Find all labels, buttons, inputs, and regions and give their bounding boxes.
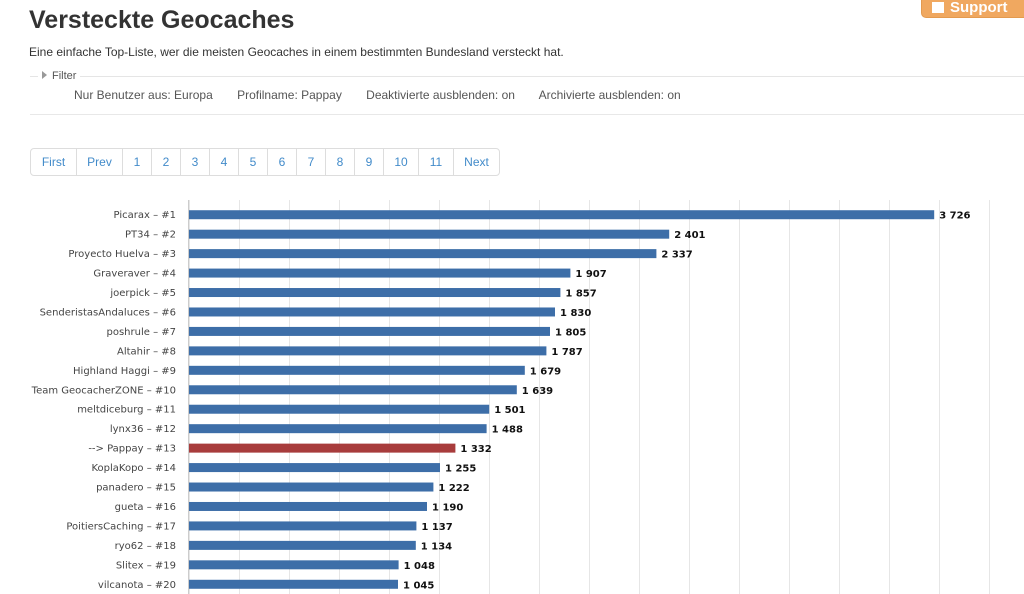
page-7[interactable]: 7 xyxy=(296,149,325,175)
filter-item-country: Nur Benutzer aus: Europa xyxy=(74,88,213,102)
bar[interactable] xyxy=(189,268,571,278)
data-label: 3 726 xyxy=(939,211,970,222)
category-label: Proyecto Huelva – #3 xyxy=(68,249,176,260)
filter-divider xyxy=(30,76,1024,77)
category-label: meltdiceburg – #11 xyxy=(77,405,176,416)
category-label: PT34 – #2 xyxy=(125,230,176,241)
filter-toggle[interactable]: Filter xyxy=(38,70,81,82)
bar[interactable] xyxy=(189,501,427,511)
page-10[interactable]: 10 xyxy=(383,149,418,175)
category-label: ryo62 – #18 xyxy=(115,541,176,552)
data-label: 1 857 xyxy=(565,289,596,300)
category-label: Altahir – #8 xyxy=(117,346,176,357)
data-label: 1 048 xyxy=(404,561,435,572)
bar[interactable] xyxy=(189,443,456,453)
page-next[interactable]: Next xyxy=(453,149,499,175)
category-label: Slitex – #19 xyxy=(116,560,176,571)
bar[interactable] xyxy=(189,540,416,550)
bar[interactable] xyxy=(189,326,550,336)
filter-item-profile: Profilname: Pappay xyxy=(237,88,342,102)
category-label: Team GeocacherZONE – #10 xyxy=(31,385,176,396)
page-title: Versteckte Geocaches xyxy=(29,6,295,34)
page-prev[interactable]: Prev xyxy=(76,149,122,175)
category-label: SenderistasAndaluces – #6 xyxy=(40,307,176,318)
page-3[interactable]: 3 xyxy=(180,149,209,175)
bar[interactable] xyxy=(189,249,657,259)
data-label: 1 045 xyxy=(403,580,434,591)
bar[interactable] xyxy=(189,424,487,434)
category-label: poshrule – #7 xyxy=(107,327,177,338)
bar[interactable] xyxy=(189,482,434,492)
data-label: 1 805 xyxy=(555,327,586,338)
category-label: joerpick – #5 xyxy=(109,288,176,299)
page-5[interactable]: 5 xyxy=(238,149,267,175)
page-9[interactable]: 9 xyxy=(354,149,383,175)
category-label: panadero – #15 xyxy=(96,483,176,494)
category-label: gueta – #16 xyxy=(115,502,176,513)
page-4[interactable]: 4 xyxy=(209,149,238,175)
filter-item-archived: Archivierte ausblenden: on xyxy=(538,88,681,102)
page-2[interactable]: 2 xyxy=(151,149,180,175)
filter-summary: Nur Benutzer aus: Europa Profilname: Pap… xyxy=(74,88,702,102)
category-label: vilcanota – #20 xyxy=(98,580,176,591)
bar[interactable] xyxy=(189,579,398,589)
bar[interactable] xyxy=(189,365,525,375)
support-button[interactable]: Support xyxy=(921,0,1024,18)
data-label: 1 830 xyxy=(560,308,591,319)
data-label: 1 639 xyxy=(522,386,553,397)
data-label: 1 787 xyxy=(551,347,582,358)
bar[interactable] xyxy=(189,521,417,531)
support-label: Support xyxy=(950,0,1008,16)
bar[interactable] xyxy=(189,288,561,298)
bar[interactable] xyxy=(189,560,399,570)
page-8[interactable]: 8 xyxy=(325,149,354,175)
bar[interactable] xyxy=(189,385,517,395)
page-first[interactable]: First xyxy=(41,155,66,169)
category-label: --> Pappay – #13 xyxy=(88,444,176,455)
filter-item-deactivated: Deaktivierte ausblenden: on xyxy=(366,88,515,102)
category-label: PoitiersCaching – #17 xyxy=(66,521,176,532)
category-label: lynx36 – #12 xyxy=(110,424,176,435)
bar[interactable] xyxy=(189,404,490,414)
category-label: Highland Haggi – #9 xyxy=(73,366,176,377)
data-label: 1 190 xyxy=(432,502,463,513)
category-label: Graveraver – #4 xyxy=(93,269,176,280)
bar-chart: Picarax – #1 3 726 PT34 – #2 2 401 Proyecto … xyxy=(31,200,990,594)
filter-legend-label: Filter xyxy=(52,70,77,82)
section-divider xyxy=(30,114,1024,115)
category-label: Picarax – #1 xyxy=(114,210,176,221)
data-label: 1 137 xyxy=(421,522,452,533)
page-subtitle: Eine einfache Top-Liste, wer die meisten… xyxy=(29,45,564,59)
page-11[interactable]: 11 xyxy=(418,149,453,175)
pagination: First Prev 1 2 3 4 5 6 7 8 9 10 11 Next xyxy=(30,148,500,176)
data-label: 1 134 xyxy=(421,541,452,552)
data-label: 1 679 xyxy=(530,366,561,377)
data-label: 1 332 xyxy=(460,444,491,455)
data-label: 1 255 xyxy=(445,464,476,475)
data-label: 1 907 xyxy=(575,269,606,280)
bar[interactable] xyxy=(189,229,670,239)
bar[interactable] xyxy=(189,346,547,356)
category-label: KoplaKopo – #14 xyxy=(91,463,176,474)
data-label: 1 488 xyxy=(492,425,523,436)
data-label: 1 222 xyxy=(438,483,469,494)
data-label: 2 337 xyxy=(661,250,692,261)
megaphone-icon xyxy=(932,2,944,13)
bar[interactable] xyxy=(189,307,555,317)
data-label: 1 501 xyxy=(494,405,525,416)
data-label: 2 401 xyxy=(674,230,705,241)
triangle-right-icon xyxy=(42,71,47,79)
page-1[interactable]: 1 xyxy=(122,149,151,175)
bar[interactable] xyxy=(189,463,440,473)
page-6[interactable]: 6 xyxy=(267,149,296,175)
bar[interactable] xyxy=(189,210,935,220)
